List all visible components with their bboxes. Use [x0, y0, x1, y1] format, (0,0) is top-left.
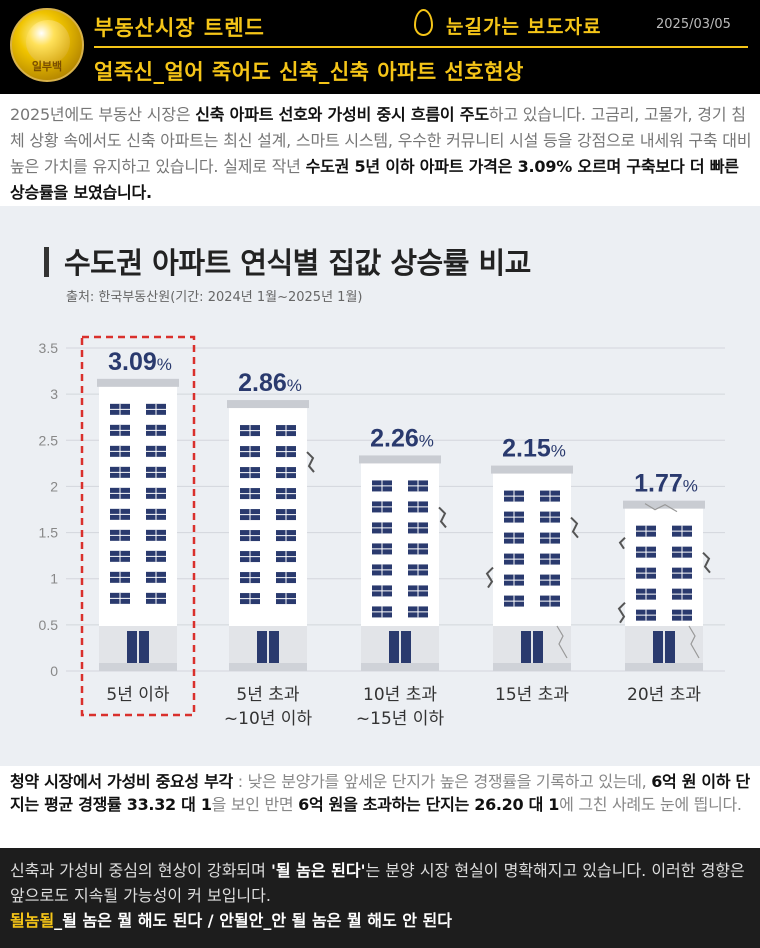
- header: 일부백 부동산시장 트렌드 눈길가는 보도자료 2025/03/05 얼죽신_얼…: [0, 0, 760, 94]
- footer-bold: '될 놈은 된다': [270, 861, 366, 880]
- logo: 일부백: [10, 8, 84, 82]
- bar-roof: [491, 465, 573, 474]
- bar-value-unit: %: [683, 477, 698, 496]
- bar-base: [625, 663, 703, 671]
- footer-text: 신축과 가성비 중심의 현상이 강화되며 '될 놈은 된다'는 분양 시장 현실…: [10, 858, 750, 933]
- sub-bold-2: 6억 원 이하 단지는 평균 경쟁률 33.32 대 1: [10, 772, 750, 814]
- header-subtitle: 얼죽신_얼어 죽어도 신축_신축 아파트 선호현상: [94, 60, 524, 84]
- logo-text: 일부백: [31, 60, 63, 73]
- category-label: 15년 초과: [495, 685, 569, 705]
- bar-crack: [570, 516, 579, 539]
- egg-icon: [414, 9, 433, 36]
- bar-value-label: 3.09%: [108, 348, 172, 376]
- bar-value-unit: %: [287, 376, 302, 395]
- intro-text-2: 하고 있습니다. 고금리, 고물가, 경기 침체 상황 속에서도 신축 아파트는…: [10, 105, 752, 176]
- bar-crack: [688, 625, 700, 659]
- sub-bold-3: 6억 원을 초과하는 단지는 26.20 대 1: [298, 795, 560, 814]
- header-divider: [94, 46, 748, 48]
- title-accent-bar: [44, 247, 49, 277]
- bar-roof: [97, 378, 179, 387]
- intro-paragraph: 2025년에도 부동산 시장은 신축 아파트 선호와 가성비 중시 흐름이 주도…: [10, 102, 752, 206]
- bar-value-unit: %: [551, 442, 566, 461]
- category-label: 20년 초과: [627, 685, 701, 705]
- header-date: 2025/03/05: [656, 17, 731, 32]
- bar-base: [229, 663, 307, 671]
- bar-value-label: 2.86%: [238, 369, 302, 397]
- bar-base: [361, 663, 439, 671]
- bar-value: 1.77: [634, 470, 683, 498]
- bar-roof: [227, 400, 309, 409]
- chart-canvas: 0 0.5 1 1.5 2 2.5 3 3.5 3.09% 5년 이하 2.86% 5년 초과 ~10년…: [39, 335, 725, 729]
- intro-bold-1: 신축 아파트 선호와 가성비 중시 흐름이 주도: [195, 105, 489, 124]
- logo-emblem: [26, 20, 70, 64]
- bar-crack: [556, 625, 568, 659]
- bar-base: [99, 663, 177, 671]
- bar-value: 2.26: [370, 424, 419, 452]
- bar-value-label: 2.15%: [502, 435, 566, 463]
- bar-value: 3.09: [108, 348, 157, 376]
- footer-slogan-highlight: 될놈될: [10, 911, 55, 930]
- bar-value-unit: %: [157, 355, 172, 374]
- bar-value-label: 1.77%: [634, 470, 698, 498]
- bar-crack: [306, 451, 315, 473]
- y-tick-label: 2.5: [39, 432, 59, 448]
- bar-crack: [702, 551, 711, 574]
- category-label: 5년 이하: [106, 685, 169, 705]
- bar-crack: [485, 566, 494, 589]
- sub-text-1: : 낮은 분양가를 앞세운 단지가 높은 경쟁률을 기록하고 있는데,: [232, 772, 652, 791]
- bar-crack: [438, 506, 447, 529]
- y-tick-label: 1.5: [39, 525, 59, 541]
- y-tick-label: 0.5: [39, 617, 59, 633]
- footer-slogan-text: _될 놈은 뭘 해도 된다 / 안될안_안 될 놈은 뭘 해도 안 된다: [54, 911, 452, 930]
- bar-value: 2.86: [238, 369, 287, 397]
- subscription-paragraph: 청약 시장에서 가성비 중요성 부각 : 낮은 분양가를 앞세운 단지가 높은 …: [10, 770, 752, 816]
- y-tick-label: 3.5: [39, 340, 59, 356]
- header-title: 부동산시장 트렌드: [94, 16, 265, 40]
- bar-value-unit: %: [419, 431, 434, 450]
- y-tick-label: 0: [50, 663, 58, 679]
- category-label: ~15년 이하: [356, 709, 445, 729]
- highlight-box: [80, 335, 196, 717]
- bar-crack: [617, 601, 626, 624]
- category-label: 5년 초과: [236, 685, 299, 705]
- intro-text-1: 2025년에도 부동산 시장은: [10, 105, 196, 124]
- intro-bold-2: 수도권 5년 이하 아파트 가격은 3.09% 오르며 구축보다 더 빠른 상승…: [10, 157, 739, 202]
- bar-roof: [359, 455, 441, 464]
- bar-crack: [618, 536, 626, 550]
- sub-bold-1: 청약 시장에서 가성비 중요성 부각: [10, 772, 233, 791]
- chart-source: 출처: 한국부동산원(기간: 2024년 1월~2025년 1월): [66, 290, 363, 305]
- footer-slogan: 될놈될_될 놈은 뭘 해도 된다 / 안될안_안 될 놈은 뭘 해도 안 된다: [10, 911, 452, 930]
- footer: 신축과 가성비 중심의 현상이 강화되며 '될 놈은 된다'는 분양 시장 현실…: [0, 848, 760, 948]
- chart-title: 수도권 아파트 연식별 집값 상승률 비교: [64, 246, 531, 280]
- bar-value: 2.15: [502, 435, 551, 463]
- bar-crack: [644, 503, 678, 513]
- chart-panel: 0 0.5 1 1.5 2 2.5 3 3.5 3.09% 5년 이하 2.86% 5년 초과 ~10년…: [0, 206, 760, 766]
- y-tick-label: 1: [50, 571, 58, 587]
- category-label: ~10년 이하: [224, 709, 313, 729]
- category-label: 10년 초과: [363, 685, 437, 705]
- footer-text-2: 는 분양 시장 현실이 명확해지고 있습니다. 이러한 경향은 앞으로도 지속될…: [10, 861, 745, 905]
- y-tick-label: 2: [50, 478, 58, 494]
- sub-text-2: 을 보인 반면: [211, 795, 299, 814]
- bar-base: [493, 663, 571, 671]
- bar-value-label: 2.26%: [370, 424, 434, 452]
- header-badge: 눈길가는 보도자료: [446, 16, 602, 38]
- y-tick-label: 3: [50, 386, 58, 402]
- sub-text-3: 에 그친 사례도 눈에 띕니다.: [559, 795, 742, 814]
- footer-text-1: 신축과 가성비 중심의 현상이 강화되며: [10, 861, 271, 880]
